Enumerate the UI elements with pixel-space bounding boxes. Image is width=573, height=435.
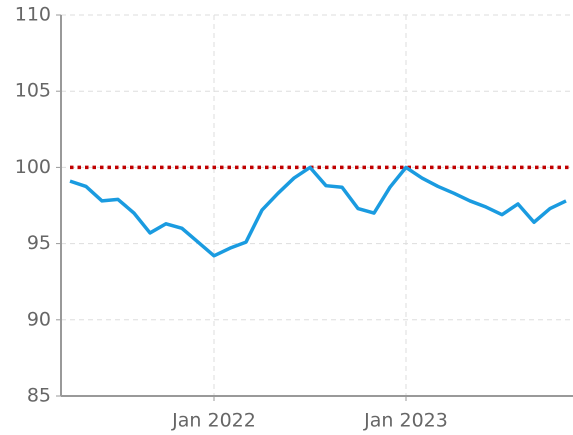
y-tick-label: 85 [27,385,51,407]
y-tick-label: 100 [15,156,51,178]
y-tick-label: 90 [27,308,51,330]
y-tick-label: 105 [15,80,51,102]
y-tick-label: 95 [27,232,51,254]
x-tick-label: Jan 2022 [171,410,256,432]
y-tick-label: 110 [15,4,51,26]
data-line [69,165,567,258]
x-tick-label: Jan 2023 [363,410,448,432]
